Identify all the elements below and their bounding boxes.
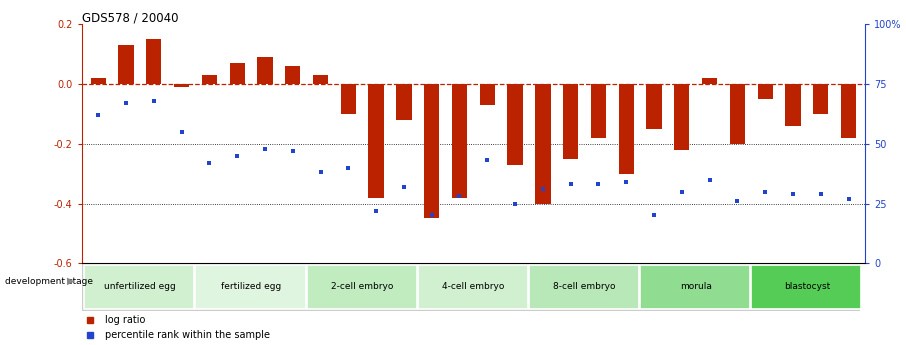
Text: percentile rank within the sample: percentile rank within the sample <box>105 331 270 341</box>
Point <box>535 186 550 192</box>
Bar <box>424 84 439 218</box>
Text: fertilized egg: fertilized egg <box>221 282 281 291</box>
Point <box>91 112 105 118</box>
Point <box>313 170 328 175</box>
Point <box>842 196 856 201</box>
Bar <box>563 84 578 159</box>
Text: blastocyst: blastocyst <box>784 282 830 291</box>
Point <box>257 146 272 151</box>
Point <box>119 100 133 106</box>
Point <box>285 148 300 154</box>
Point <box>508 201 523 206</box>
Bar <box>535 84 551 204</box>
Point <box>730 198 745 204</box>
Point <box>397 184 411 189</box>
Bar <box>91 78 106 84</box>
Bar <box>757 84 773 99</box>
Point <box>702 177 717 183</box>
Bar <box>591 84 606 138</box>
Point <box>564 181 578 187</box>
Point <box>675 189 689 194</box>
Bar <box>751 265 862 309</box>
Bar <box>196 265 305 309</box>
Point <box>230 153 245 158</box>
Point <box>147 98 161 104</box>
Text: GDS578 / 20040: GDS578 / 20040 <box>82 11 178 24</box>
Bar <box>729 84 745 144</box>
Bar <box>813 84 828 114</box>
Point <box>341 165 355 170</box>
Text: ▶: ▶ <box>67 276 74 286</box>
Bar <box>341 84 356 114</box>
Bar <box>285 66 301 84</box>
Point <box>619 179 633 185</box>
Point <box>647 213 661 218</box>
Point <box>758 189 773 194</box>
Bar <box>119 45 134 84</box>
Point <box>480 158 495 163</box>
Bar <box>786 84 801 126</box>
Bar <box>646 84 661 129</box>
Bar <box>202 75 217 84</box>
Point <box>424 213 439 218</box>
Bar <box>452 84 467 198</box>
Text: 8-cell embryo: 8-cell embryo <box>554 282 616 291</box>
Bar <box>507 84 523 165</box>
Point <box>174 129 188 135</box>
Text: log ratio: log ratio <box>105 315 146 325</box>
Bar <box>702 78 718 84</box>
Text: unfertilized egg: unfertilized egg <box>104 282 176 291</box>
Bar <box>479 84 495 105</box>
Bar <box>313 75 328 84</box>
Text: 2-cell embryo: 2-cell embryo <box>331 282 393 291</box>
Text: development stage: development stage <box>5 277 92 286</box>
Point <box>786 191 800 197</box>
Point <box>202 160 217 166</box>
Bar <box>146 39 161 84</box>
Bar <box>641 265 750 309</box>
Point <box>592 181 606 187</box>
Bar <box>529 265 639 309</box>
Bar <box>418 265 528 309</box>
Bar <box>84 265 195 309</box>
Bar <box>619 84 634 174</box>
Bar <box>396 84 411 120</box>
Point <box>452 194 467 199</box>
Point <box>369 208 383 214</box>
Bar <box>841 84 856 138</box>
Bar <box>369 84 384 198</box>
Text: morula: morula <box>680 282 711 291</box>
Bar <box>229 63 245 84</box>
Text: 4-cell embryo: 4-cell embryo <box>442 282 505 291</box>
Bar <box>174 84 189 87</box>
Bar <box>257 57 273 84</box>
Point <box>814 191 828 197</box>
Bar <box>306 265 417 309</box>
Bar <box>674 84 689 150</box>
